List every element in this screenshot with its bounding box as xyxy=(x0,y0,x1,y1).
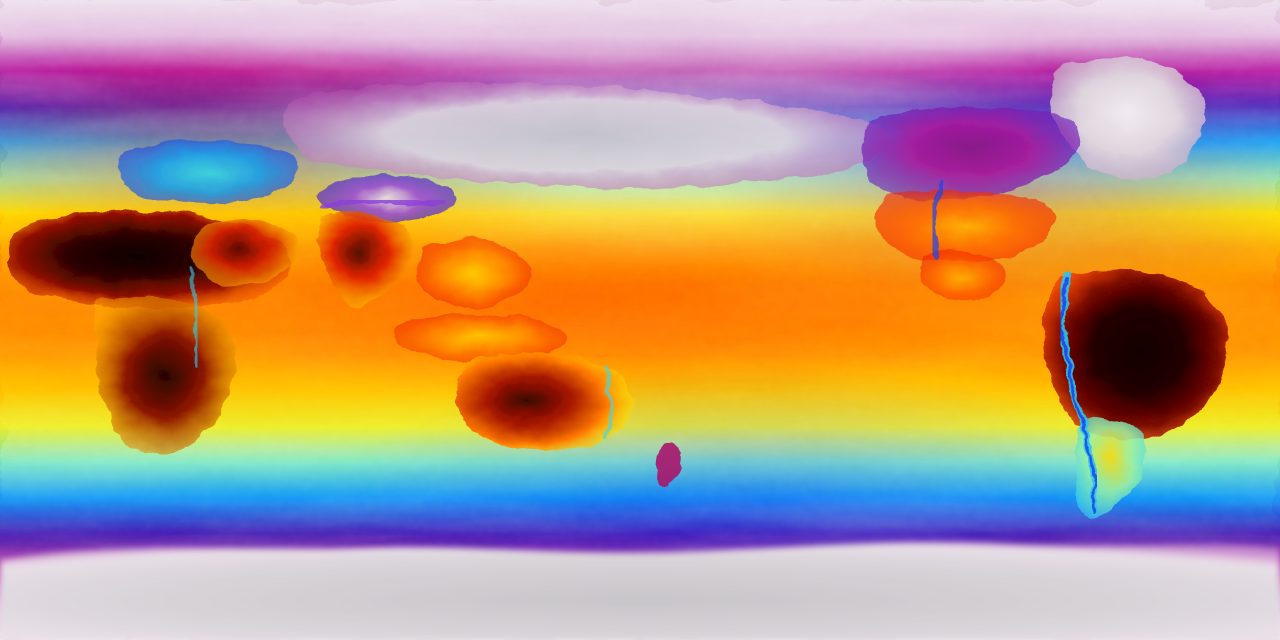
landmass-canada xyxy=(861,106,1081,200)
landmass-southeast-asia xyxy=(395,239,567,362)
landmass-arabia xyxy=(192,219,299,286)
landmass-australia xyxy=(457,353,634,452)
landmass-africa-south xyxy=(93,297,236,455)
landmass-europe xyxy=(119,140,298,204)
landmass-amazon xyxy=(1044,270,1228,441)
landmass-india xyxy=(317,214,413,307)
landmass-siberia xyxy=(283,82,888,188)
landmass-new-zealand xyxy=(656,442,683,487)
mountain-ridge-rockies xyxy=(930,179,945,259)
mountain-ridge-himalaya xyxy=(321,197,443,211)
mountain-ridge-east-africa xyxy=(188,266,199,366)
landmass-united-states xyxy=(875,189,1057,301)
landmass-greenland xyxy=(1050,57,1205,181)
mountain-ridge-great-dividing xyxy=(602,364,615,440)
landmass-antarctica xyxy=(0,542,1280,640)
mountain-ridge-andes xyxy=(1059,272,1099,516)
